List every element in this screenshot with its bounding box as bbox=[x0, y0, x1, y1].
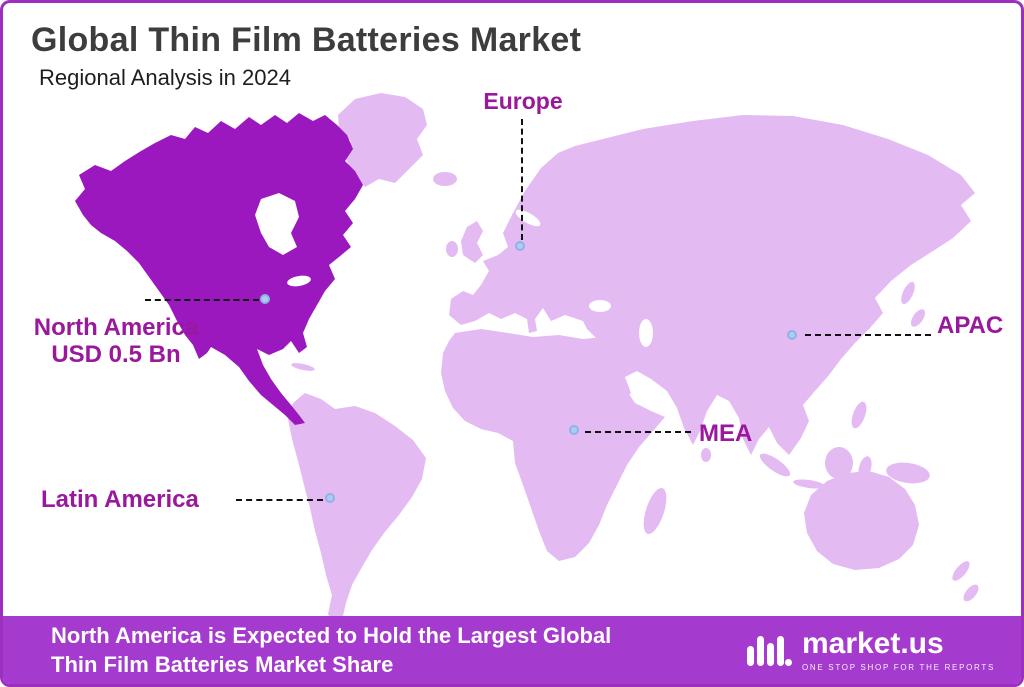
sri-lanka-island bbox=[701, 448, 711, 462]
eurasia-region bbox=[449, 115, 975, 455]
region-value-north-america: USD 0.5 Bn bbox=[51, 341, 181, 369]
region-label-north-america-name: North America bbox=[33, 314, 199, 341]
cuba-island bbox=[291, 363, 315, 371]
greenland-region bbox=[338, 93, 427, 187]
mea-marker bbox=[569, 425, 579, 435]
brand-block: market.us ONE STOP SHOP FOR THE REPORTS bbox=[746, 626, 995, 672]
region-label-europe: Europe bbox=[483, 88, 563, 114]
caspian-sea-water bbox=[639, 319, 653, 347]
footer-caption: North America is Expected to Hold the La… bbox=[51, 621, 611, 679]
iceland-island bbox=[433, 172, 457, 186]
north-america-leader-line bbox=[145, 299, 259, 301]
hudson-bay-water bbox=[255, 193, 299, 255]
brand-name: market.us bbox=[801, 626, 944, 660]
brand-tagline: ONE STOP SHOP FOR THE REPORTS bbox=[801, 662, 995, 672]
world-map bbox=[75, 93, 979, 627]
page-title: Global Thin Film Batteries Market bbox=[31, 21, 582, 59]
north-america-region bbox=[75, 113, 363, 425]
footer-caption-line2: Thin Film Batteries Market Share bbox=[51, 652, 394, 677]
latin-america-leader-line bbox=[236, 499, 323, 501]
page-subtitle: Regional Analysis in 2024 bbox=[39, 65, 291, 90]
ireland-island bbox=[446, 241, 458, 257]
uk-island bbox=[461, 221, 483, 263]
new-guinea-island bbox=[886, 462, 930, 484]
europe-marker bbox=[515, 241, 525, 251]
light-regions-group bbox=[288, 93, 979, 627]
apac-marker bbox=[787, 330, 797, 340]
new-zealand-south-island bbox=[963, 584, 979, 602]
borneo-island bbox=[825, 447, 853, 479]
mea-leader-line bbox=[585, 431, 691, 433]
africa-region bbox=[441, 329, 665, 561]
highlighted-region-group bbox=[75, 113, 363, 425]
market-us-logo-icon bbox=[746, 636, 792, 666]
region-label-apac: APAC bbox=[937, 312, 1004, 339]
region-label-north-america: North America USD 0.5 Bn bbox=[33, 314, 199, 369]
black-sea-water bbox=[589, 300, 611, 312]
footer-caption-line1: North America is Expected to Hold the La… bbox=[51, 622, 612, 648]
sumatra-island bbox=[759, 453, 791, 477]
great-lakes-water bbox=[287, 275, 311, 287]
new-zealand-north-island bbox=[952, 561, 970, 581]
footer-bar: North America is Expected to Hold the La… bbox=[3, 616, 1021, 684]
north-america-marker bbox=[260, 294, 270, 304]
japan-island-south bbox=[910, 309, 926, 327]
philippines-island bbox=[851, 401, 867, 429]
latin-america-marker bbox=[325, 493, 335, 503]
europe-leader-line bbox=[521, 119, 523, 240]
region-label-latin-america: Latin America bbox=[41, 486, 199, 513]
south-america-region bbox=[288, 393, 426, 627]
brand-text: market.us ONE STOP SHOP FOR THE REPORTS bbox=[801, 626, 995, 672]
australia-region bbox=[804, 471, 919, 570]
region-label-mea: MEA bbox=[699, 420, 753, 447]
apac-leader-line bbox=[805, 334, 931, 336]
japan-island-north bbox=[901, 281, 915, 305]
java-island bbox=[793, 479, 825, 489]
madagascar-island bbox=[643, 488, 667, 534]
